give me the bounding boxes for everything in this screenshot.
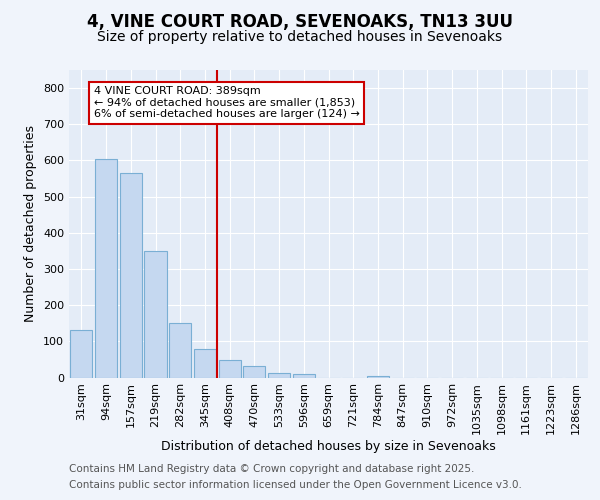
Bar: [119, 173, 142, 378]
Bar: [145, 251, 167, 378]
Bar: [70, 330, 92, 378]
Bar: [194, 350, 216, 378]
Text: Size of property relative to detached houses in Sevenoaks: Size of property relative to detached ho…: [97, 30, 503, 44]
Bar: [367, 376, 389, 378]
Bar: [268, 373, 290, 378]
Bar: [218, 360, 241, 378]
Text: Contains public sector information licensed under the Open Government Licence v3: Contains public sector information licen…: [69, 480, 522, 490]
Text: 4, VINE COURT ROAD, SEVENOAKS, TN13 3UU: 4, VINE COURT ROAD, SEVENOAKS, TN13 3UU: [87, 12, 513, 30]
X-axis label: Distribution of detached houses by size in Sevenoaks: Distribution of detached houses by size …: [161, 440, 496, 453]
Bar: [169, 323, 191, 378]
Text: 4 VINE COURT ROAD: 389sqm
← 94% of detached houses are smaller (1,853)
6% of sem: 4 VINE COURT ROAD: 389sqm ← 94% of detac…: [94, 86, 359, 119]
Bar: [95, 158, 117, 378]
Y-axis label: Number of detached properties: Number of detached properties: [25, 125, 37, 322]
Text: Contains HM Land Registry data © Crown copyright and database right 2025.: Contains HM Land Registry data © Crown c…: [69, 464, 475, 474]
Bar: [293, 374, 315, 378]
Bar: [243, 366, 265, 378]
